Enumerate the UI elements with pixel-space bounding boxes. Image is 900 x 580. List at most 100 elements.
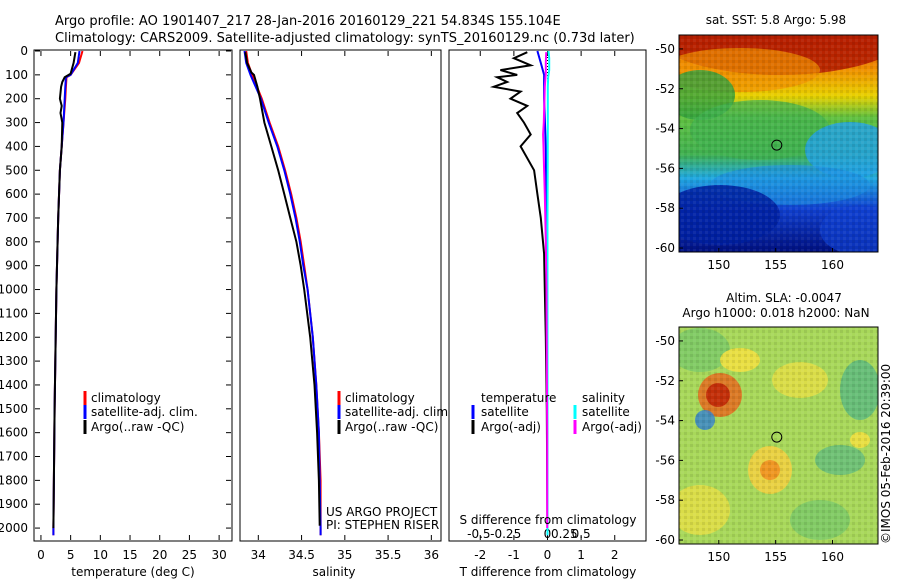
x-tick-label: 25 <box>182 548 197 562</box>
legend-label-satellite: satellite-adj. clim. <box>345 405 452 419</box>
series-line-salinity-argo-adj- <box>542 52 549 529</box>
project-annotation: US ARGO PROJECT <box>326 505 438 519</box>
temperature-x-axis: 0 5 10 15 20 25 30 <box>37 51 227 562</box>
sst-map-frame <box>678 34 879 253</box>
sla-heatmap <box>679 327 878 544</box>
legend-label-sal-satellite: satellite <box>582 405 630 419</box>
sla-map-subtitle: Argo h1000: 0.018 h2000: NaN <box>682 306 869 320</box>
legend-label-satellite: satellite-adj. clim. <box>91 405 198 419</box>
depth-tick-label: 1700 <box>0 450 28 464</box>
sla-map-title: Altim. SLA: -0.0047 <box>726 291 842 305</box>
sla-map-frame <box>678 326 879 545</box>
lat-tick-label: -52 <box>655 82 675 96</box>
depth-tick-label: 700 <box>5 211 28 225</box>
series-line-argo-raw-qc- <box>244 52 321 526</box>
lon-tick-label: 155 <box>764 258 787 272</box>
lat-tick-label: -56 <box>655 161 675 175</box>
temperature-series <box>52 50 84 536</box>
s-diff-tick-label: 0.25 <box>551 527 578 541</box>
salinity-x-label: salinity <box>312 565 355 579</box>
depth-tick-label: 500 <box>5 163 28 177</box>
difference-series <box>489 50 551 536</box>
series-line-temperature-argo-adj- <box>489 51 549 529</box>
s-diff-tick-label: 0.5 <box>572 527 591 541</box>
lon-tick-label: 150 <box>707 258 730 272</box>
sst-heatmap <box>679 35 878 252</box>
depth-tick-label: 800 <box>5 235 28 249</box>
s-diff-tick-label: -0.25 <box>490 527 521 541</box>
difference-legend: temperature satellite Argo(-adj) salinit… <box>471 391 642 434</box>
depth-tick-label: 1400 <box>0 378 28 392</box>
t-difference-x-axis: -2 -1 0 1 2 <box>474 51 619 562</box>
sla-map-lat-axis: -50 -52 -54 -56 -58 -60 <box>655 334 683 547</box>
sst-map-lat-axis: -50 -52 -54 -56 -58 -60 <box>655 42 683 255</box>
lat-tick-label: -50 <box>655 334 675 348</box>
depth-tick-label: 1000 <box>0 283 28 297</box>
x-tick-label: 0 <box>37 548 45 562</box>
depth-tick-label: 300 <box>5 116 28 130</box>
argo-float-marker <box>771 431 783 443</box>
depth-tick-label: 1800 <box>0 473 28 487</box>
depth-tick-label: 100 <box>5 68 28 82</box>
lat-tick-label: -60 <box>655 533 675 547</box>
legend-label-temp-satellite: satellite <box>481 405 529 419</box>
t-difference-label: T difference from climatology <box>459 565 637 579</box>
lon-tick-label: 160 <box>821 258 844 272</box>
legend-label-climatology: climatology <box>91 391 161 405</box>
lat-tick-label: -54 <box>655 414 675 428</box>
depth-tick-label: 1300 <box>0 354 28 368</box>
sst-map-title: sat. SST: 5.8 Argo: 5.98 <box>706 13 846 27</box>
depth-tick-label: 2000 <box>0 521 28 535</box>
imos-credit: ©IMOS 05-Feb-2016 20:39:00 <box>879 364 893 544</box>
difference-panel: -2 -1 0 1 2 -0.5 -0.25 0 0.250.5 S difference f… <box>448 49 647 579</box>
s-diff-tick-label: -0.5 <box>467 527 490 541</box>
temperature-panel: 0100200300400500600700800900100011001200… <box>0 44 233 579</box>
salinity-x-axis: 34 34.5 35 35.5 36 <box>251 51 439 562</box>
legend-title-temperature: temperature <box>481 391 556 405</box>
lat-tick-label: -60 <box>655 241 675 255</box>
legend-label-temp-argo: Argo(-adj) <box>481 420 541 434</box>
legend-label-sal-argo: Argo(-adj) <box>582 420 642 434</box>
x-tick-label: 2 <box>611 548 619 562</box>
x-tick-label: 36 <box>424 548 439 562</box>
temperature-legend: climatology satellite-adj. clim. Argo(..… <box>83 391 198 434</box>
header-line-1: Argo profile: AO 1901407_217 28-Jan-2016… <box>55 14 561 29</box>
x-tick-label: 0 <box>544 548 552 562</box>
x-tick-label: -2 <box>474 548 486 562</box>
depth-tick-label: 400 <box>5 139 28 153</box>
depth-tick-label: 200 <box>5 92 28 106</box>
sst-map-lon-axis: 150 155 160 <box>707 248 844 272</box>
lat-tick-label: -56 <box>655 453 675 467</box>
temperature-x-label: temperature (deg C) <box>71 565 194 579</box>
header-line-2: Climatology: CARS2009. Satellite-adjuste… <box>55 31 635 46</box>
s-difference-label: S difference from climatology <box>460 513 637 527</box>
series-line-argo-raw-qc- <box>52 52 77 529</box>
salinity-legend: climatology satellite-adj. clim. Argo(..… <box>337 391 452 434</box>
sla-map-panel: Altim. SLA: -0.0047 Argo h1000: 0.018 h2… <box>655 291 879 564</box>
x-tick-label: 30 <box>211 548 226 562</box>
x-tick-label: 34.5 <box>288 548 315 562</box>
salinity-series <box>243 50 322 536</box>
x-tick-label: 20 <box>152 548 167 562</box>
legend-title-salinity: salinity <box>582 391 625 405</box>
lon-tick-label: 160 <box>821 550 844 564</box>
salinity-panel: 34 34.5 35 35.5 36 salinity climatology sate… <box>239 49 452 579</box>
x-tick-label: 1 <box>577 548 585 562</box>
sst-map-panel: sat. SST: 5.8 Argo: 5.98 -50 -52 -54 -56 -58… <box>655 13 879 272</box>
legend-label-argo: Argo(..raw -QC) <box>345 420 438 434</box>
x-tick-label: 35.5 <box>375 548 402 562</box>
argo-float-marker <box>771 139 783 151</box>
s-difference-tick-labels: -0.5 -0.25 0 0.250.5 <box>467 527 590 541</box>
depth-tick-label: 900 <box>5 259 28 273</box>
lat-tick-label: -50 <box>655 42 675 56</box>
x-tick-label: 5 <box>67 548 75 562</box>
x-tick-label: 35 <box>337 548 352 562</box>
x-tick-label: -1 <box>508 548 520 562</box>
lon-tick-label: 150 <box>707 550 730 564</box>
x-tick-label: 15 <box>122 548 137 562</box>
depth-tick-label: 1900 <box>0 497 28 511</box>
depth-tick-label: 1500 <box>0 402 28 416</box>
lat-tick-label: -58 <box>655 493 675 507</box>
depth-axis: 0 100 200 300 400 500 600 700 800 900 1000 1100 1200… <box>0 44 231 535</box>
